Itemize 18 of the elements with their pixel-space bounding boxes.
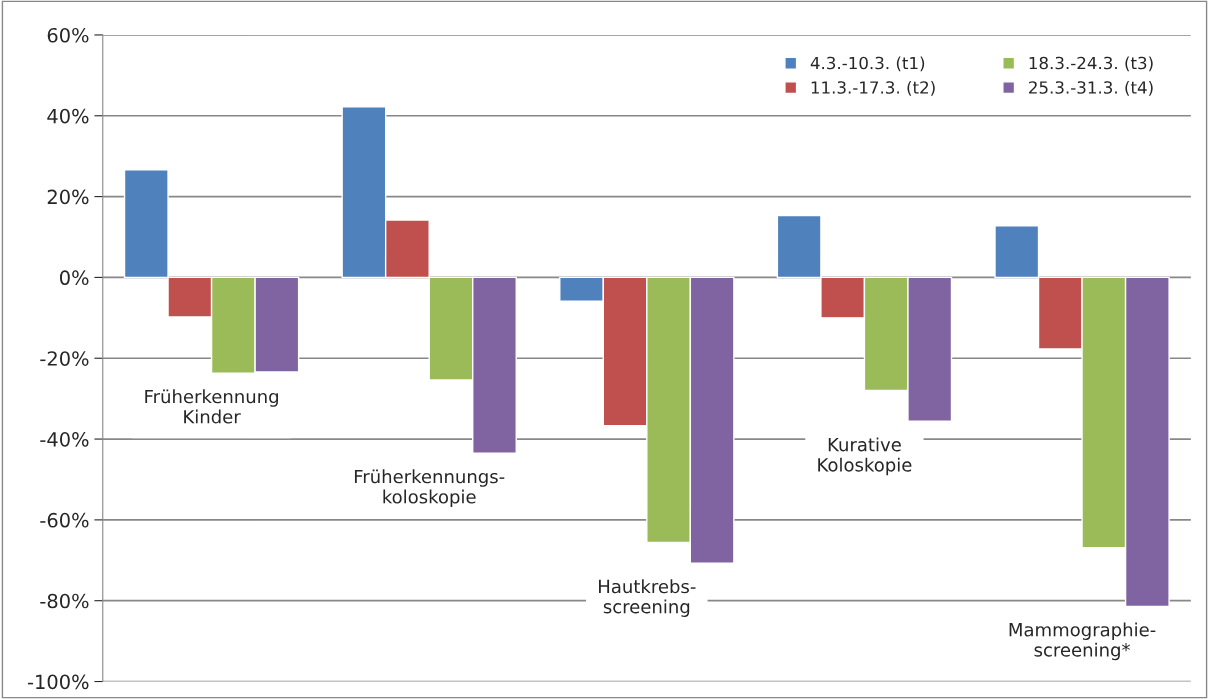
legend-label: 25.3.-31.3. (t4) xyxy=(1029,80,1153,96)
legend-label: 4.3.-10.3. (t1) xyxy=(810,56,925,72)
x-tick-label: Hautkrebs- screening xyxy=(599,579,696,617)
y-tick-label: 40% xyxy=(47,108,89,124)
x-tick-label: Früherkennung Kinder xyxy=(145,389,278,424)
y-tick-label: -100% xyxy=(27,674,89,690)
x-tick-label: Mammographie- screening* xyxy=(1009,622,1156,661)
y-tick-label: -20% xyxy=(40,351,89,366)
legend-label: 18.3.-24.3. (t3) xyxy=(1029,56,1153,72)
y-tick-label: -40% xyxy=(40,432,89,447)
legend-label: 11.3.-17.3. (t2) xyxy=(811,80,935,96)
x-tick-label: Kurative Koloskopie xyxy=(818,437,912,476)
y-tick-label: 0% xyxy=(60,270,89,286)
y-tick-label: -60% xyxy=(40,512,89,528)
y-tick-label: 20% xyxy=(47,189,89,205)
x-tick-label: Früherkennungs- koloskopie xyxy=(354,469,505,508)
y-tick-label: -80% xyxy=(40,593,89,609)
y-tick-label: 60% xyxy=(47,27,89,43)
